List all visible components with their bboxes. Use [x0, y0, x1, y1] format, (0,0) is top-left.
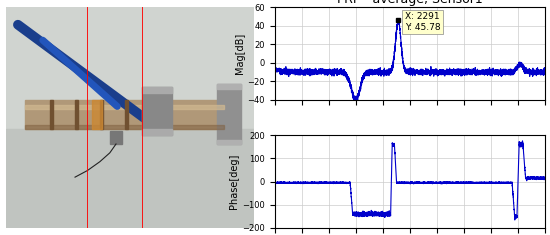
Y-axis label: Mag[dB]: Mag[dB] — [234, 33, 245, 74]
Bar — [217, 84, 241, 144]
Bar — [6, 129, 254, 228]
Bar — [110, 131, 122, 144]
Bar — [142, 86, 172, 135]
Bar — [142, 100, 152, 129]
Bar — [25, 105, 224, 109]
Bar — [6, 7, 254, 129]
Bar — [150, 100, 152, 129]
Bar — [25, 125, 224, 129]
Text: X: 2291
Y: 45.78: X: 2291 Y: 45.78 — [405, 12, 441, 31]
Bar — [217, 140, 241, 144]
Bar — [92, 100, 102, 129]
Bar — [100, 100, 103, 129]
Bar — [125, 100, 128, 129]
Bar — [142, 86, 172, 93]
Bar — [50, 100, 53, 129]
Bar — [167, 100, 170, 129]
Bar — [75, 100, 78, 129]
Bar — [25, 100, 224, 129]
Bar — [142, 129, 172, 135]
Title: FRF - average, Sensor1: FRF - average, Sensor1 — [337, 0, 482, 6]
Bar — [217, 84, 241, 89]
Y-axis label: Phase[deg]: Phase[deg] — [229, 154, 239, 209]
